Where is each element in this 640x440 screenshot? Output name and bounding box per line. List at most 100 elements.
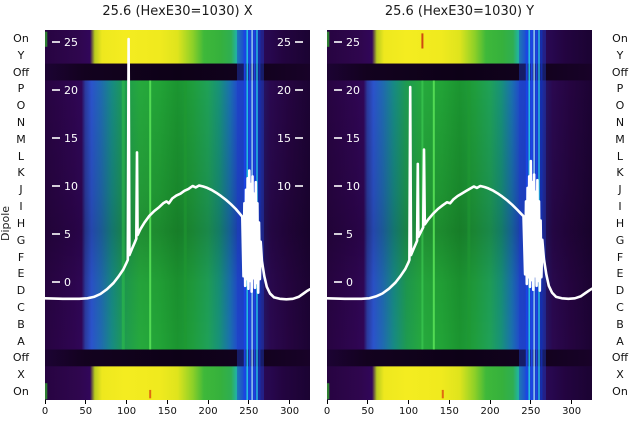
vertical-stripe xyxy=(467,80,471,350)
row-label: K xyxy=(616,166,624,180)
accent-mark xyxy=(441,389,444,399)
band-on-bottom xyxy=(327,366,592,400)
overlay-tick-label-left: 0 xyxy=(346,276,353,289)
row-label: H xyxy=(615,216,625,230)
overlay-tick-mark-left xyxy=(334,41,342,43)
row-label: Off xyxy=(611,65,629,79)
row-label: G xyxy=(615,233,625,247)
accent-mark xyxy=(45,383,48,400)
x-tick-mark xyxy=(448,400,450,404)
x-tick-label: 250 xyxy=(521,406,541,417)
row-shading xyxy=(45,80,310,350)
row-label: X xyxy=(17,368,25,382)
row-label: B xyxy=(17,317,25,331)
band-on-top xyxy=(327,30,592,64)
accent-mark xyxy=(327,383,330,400)
overlay-tick-label-left: 10 xyxy=(64,180,78,193)
row-label: C xyxy=(17,301,25,314)
overlay-tick-label-right: 25 xyxy=(277,36,291,49)
band-off-bottom xyxy=(45,349,310,367)
x-tick-label: 0 xyxy=(41,406,49,417)
overlay-curve xyxy=(327,85,592,301)
vertical-stripe xyxy=(540,30,543,400)
row-label: P xyxy=(17,82,25,96)
row-label: L xyxy=(17,149,25,163)
row-label: F xyxy=(616,250,624,264)
row-label: E xyxy=(616,267,624,281)
x-tick-mark xyxy=(530,400,532,404)
row-shading xyxy=(327,80,592,350)
row-label: O xyxy=(615,99,625,113)
overlay-tick-label-left: 20 xyxy=(64,84,78,97)
x-tick-mark xyxy=(44,400,46,404)
row-label: J xyxy=(618,183,622,197)
overlay-tick-mark-left xyxy=(334,185,342,187)
row-label: Off xyxy=(12,65,30,79)
overlay-tick-mark-left xyxy=(52,89,60,91)
heatmap-panel-x: 25 20 15 10 5 0 25 20 15 10 xyxy=(45,30,310,400)
row-label: C xyxy=(616,301,624,314)
accent-mark xyxy=(45,31,48,47)
x-tick-mark xyxy=(207,400,209,404)
vertical-stripe xyxy=(258,30,261,400)
row-label: On xyxy=(13,385,29,399)
x-tick-mark xyxy=(367,400,369,404)
x-tick-label: 200 xyxy=(480,406,500,417)
row-label: K xyxy=(17,166,25,180)
row-label: A xyxy=(616,334,624,348)
x-tick-label: 300 xyxy=(280,406,300,417)
row-label: D xyxy=(615,284,625,298)
overlay-tick-mark-left xyxy=(334,137,342,139)
panel-title-y: 25.6 (HexE30=1030) Y xyxy=(384,4,535,19)
row-label: F xyxy=(17,250,25,264)
overlay-tick-mark-left xyxy=(334,233,342,235)
x-tick-label: 150 xyxy=(157,406,177,417)
row-label: On xyxy=(612,31,628,45)
band-off-bottom xyxy=(327,349,592,367)
x-tick-mark xyxy=(85,400,87,404)
row-label: On xyxy=(13,31,29,45)
x-tick-label: 250 xyxy=(239,406,259,417)
x-tick-label: 150 xyxy=(439,406,459,417)
x-tick-mark xyxy=(489,400,491,404)
row-label: N xyxy=(16,116,26,129)
overlay-tick-label-left: 0 xyxy=(64,276,71,289)
x-tick-label: 100 xyxy=(398,406,419,417)
row-label: A xyxy=(17,334,25,348)
vertical-stripe xyxy=(432,80,435,350)
overlay-tick-mark-left xyxy=(334,281,342,283)
band-on-bottom xyxy=(45,366,310,400)
heatmap-panel-y: 25 20 15 10 5 0 xyxy=(327,30,592,400)
overlay-tick-label-left: 10 xyxy=(346,180,360,193)
x-tick-label: 50 xyxy=(79,406,93,417)
row-label: L xyxy=(616,149,624,163)
row-label: J xyxy=(19,183,23,197)
x-tick-label: 200 xyxy=(198,406,218,417)
band-off-top xyxy=(327,63,592,81)
row-label: Off xyxy=(12,351,30,365)
row-label: D xyxy=(16,284,26,298)
overlay-tick-label-left: 15 xyxy=(64,132,78,145)
overlay-tick-label-left: 25 xyxy=(346,36,360,49)
band-on-top xyxy=(45,30,310,64)
row-label: B xyxy=(616,317,624,331)
overlay-tick-mark-right xyxy=(295,185,303,187)
accent-mark xyxy=(327,31,330,47)
x-tick-label: 0 xyxy=(323,406,331,417)
overlay-tick-label-right: 15 xyxy=(277,132,291,145)
overlay-curve xyxy=(45,37,310,301)
overlay-tick-mark-right xyxy=(295,137,303,139)
row-label: H xyxy=(16,216,26,230)
row-label: N xyxy=(615,116,625,129)
overlay-tick-label-left: 5 xyxy=(346,228,353,241)
row-label: On xyxy=(612,385,628,399)
row-label: G xyxy=(16,233,26,247)
overlay-tick-mark-right xyxy=(295,41,303,43)
row-label: O xyxy=(16,99,26,113)
x-tick-label: 50 xyxy=(361,406,375,417)
overlay-tick-mark-left xyxy=(52,185,60,187)
row-label: I xyxy=(19,200,23,214)
band-off-top xyxy=(45,63,310,81)
row-label: Y xyxy=(17,48,25,62)
